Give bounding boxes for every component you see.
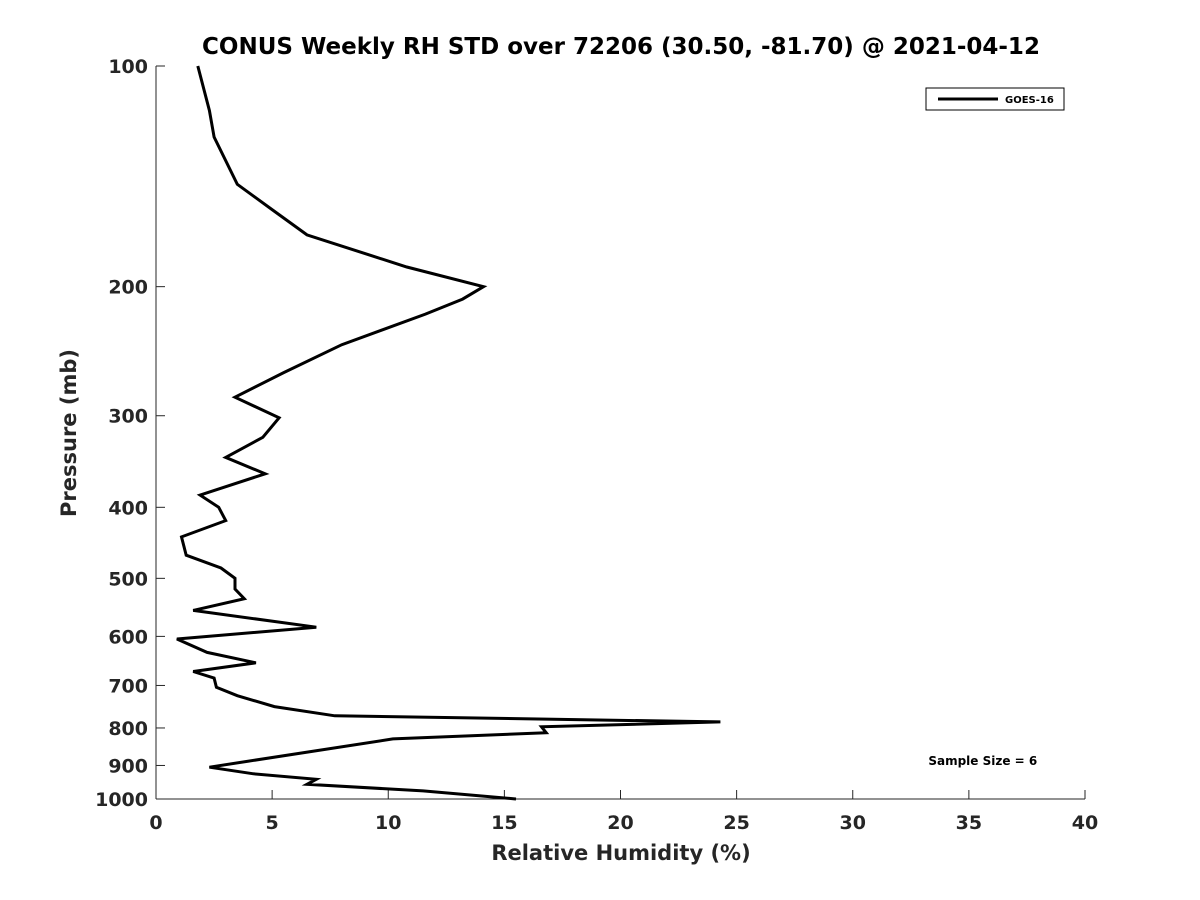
series-line: [176, 65, 721, 801]
plot-area: [155, 66, 1085, 800]
x-tick-label: 25: [723, 812, 749, 834]
x-tick-label: 40: [1072, 812, 1098, 834]
legend: GOES-16: [925, 87, 1065, 111]
x-tick-label: 0: [149, 812, 162, 834]
chart-title: CONUS Weekly RH STD over 72206 (30.50, -…: [202, 34, 1040, 60]
y-tick-label: 100: [108, 56, 148, 78]
y-tick-label: 200: [108, 277, 148, 299]
y-tick-label: 800: [108, 718, 148, 740]
x-tick-label: 5: [266, 812, 279, 834]
x-tick-label: 35: [956, 812, 982, 834]
y-axis: 100 200 300 400 500 600 700 800 900 1000: [95, 56, 165, 811]
y-tick-label: 500: [108, 568, 148, 590]
y-tick-label: 600: [108, 626, 148, 648]
sample-size-annotation: Sample Size = 6: [928, 754, 1037, 768]
legend-label: GOES-16: [1005, 95, 1054, 106]
y-tick-label: 700: [108, 675, 148, 697]
y-tick-label: 900: [108, 755, 148, 777]
series-layer: [176, 65, 721, 801]
annotation-layer: Sample Size = 6: [928, 754, 1037, 768]
x-tick-label: 30: [840, 812, 866, 834]
y-tick-label: 1000: [95, 789, 148, 811]
y-axis-label: Pressure (mb): [57, 349, 81, 517]
y-tick-label: 400: [108, 497, 148, 519]
x-axis: 0 5 10 15 20 25 30 35 40: [149, 790, 1098, 834]
x-axis-label: Relative Humidity (%): [491, 841, 750, 865]
x-tick-label: 15: [491, 812, 517, 834]
x-tick-label: 10: [375, 812, 401, 834]
y-tick-label: 300: [108, 406, 148, 428]
x-tick-label: 20: [607, 812, 633, 834]
